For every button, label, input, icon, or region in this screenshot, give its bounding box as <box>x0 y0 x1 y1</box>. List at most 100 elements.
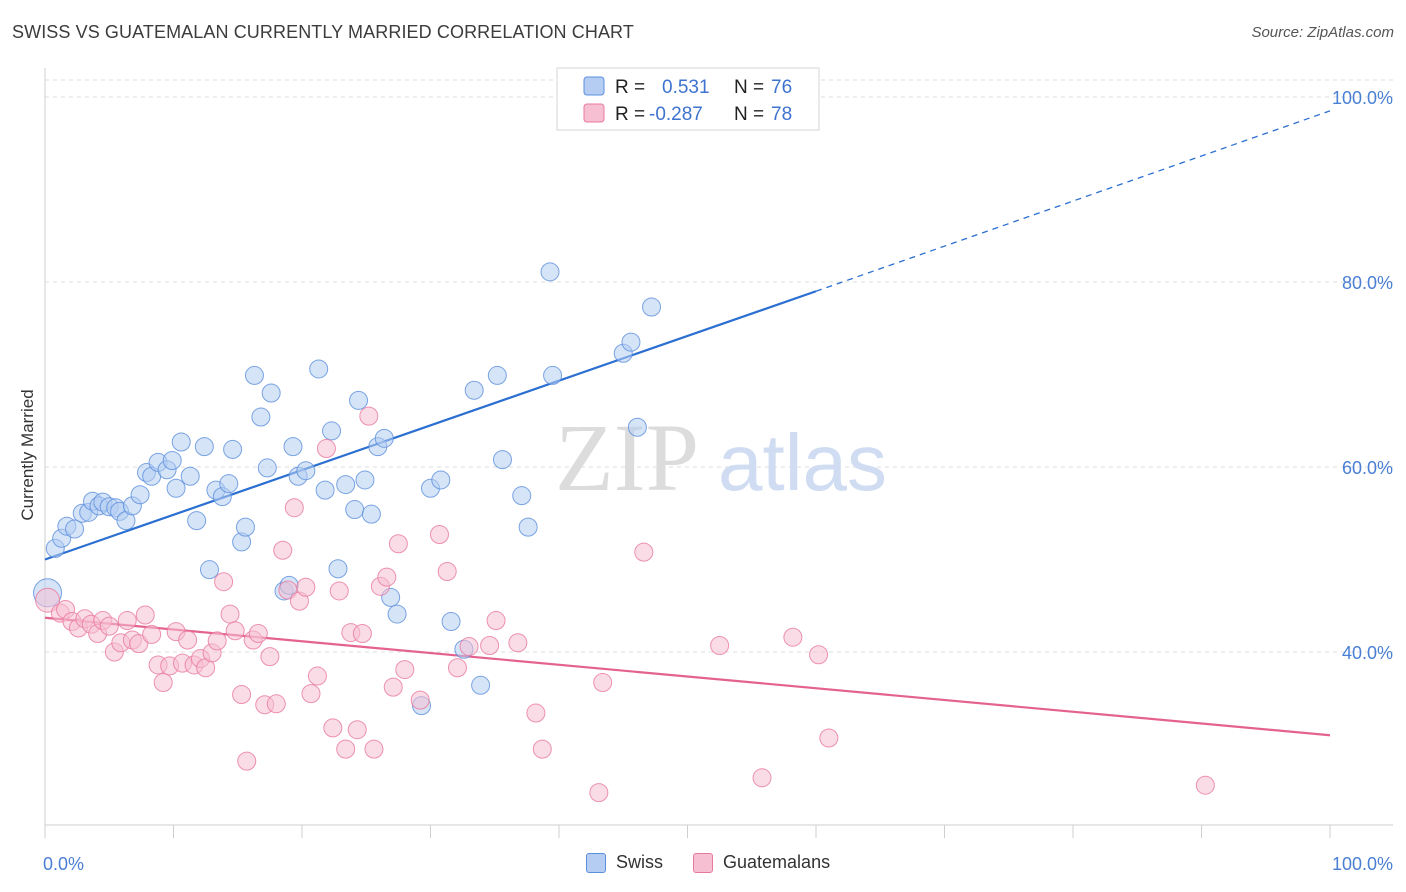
point-swiss <box>223 439 243 459</box>
point-swiss <box>315 480 335 500</box>
point-swiss <box>235 517 255 537</box>
chart-title: SWISS VS GUATEMALAN CURRENTLY MARRIED CO… <box>12 22 634 42</box>
point-swiss <box>187 511 207 531</box>
legend-r-label-swiss: R = <box>615 77 645 98</box>
point-swiss <box>162 451 182 471</box>
point-swiss <box>441 611 461 631</box>
x-tick-labels: 0.0% 100.0% <box>43 854 1393 874</box>
x-tick-label-max: 100.0% <box>1332 854 1393 874</box>
point-swiss <box>180 466 200 486</box>
legend-swatch-guatemalans <box>583 103 605 123</box>
trend-extension-swiss <box>815 110 1331 292</box>
series-legend-label-swiss: Swiss <box>616 852 664 872</box>
point-swiss <box>296 461 316 481</box>
series-legend-label-guatemalans: Guatemalans <box>723 852 831 872</box>
point-guatemalans <box>589 783 609 803</box>
point-guatemalans <box>142 624 162 644</box>
point-swiss <box>219 474 239 494</box>
point-swiss <box>540 262 560 282</box>
point-guatemalans <box>364 739 384 759</box>
point-swiss <box>166 478 186 498</box>
y-tick-label: 60.0% <box>1342 458 1393 478</box>
y-tick-label: 40.0% <box>1342 643 1393 663</box>
point-guatemalans <box>301 684 321 704</box>
point-guatemalans <box>117 611 137 631</box>
point-swiss <box>349 390 369 410</box>
gridlines <box>45 79 1393 653</box>
point-guatemalans <box>447 658 467 678</box>
point-swiss <box>328 559 348 579</box>
point-guatemalans <box>809 645 829 665</box>
point-guatemalans <box>316 439 336 458</box>
point-guatemalans <box>459 636 479 656</box>
legend-r-label-guatemalans: R = <box>615 104 645 125</box>
point-swiss <box>492 450 512 470</box>
point-swiss <box>345 500 365 520</box>
point-swiss <box>543 365 563 385</box>
point-guatemalans <box>395 660 415 680</box>
point-swiss <box>257 458 277 478</box>
point-guatemalans <box>232 685 252 705</box>
point-swiss <box>374 428 394 448</box>
point-guatemalans <box>273 540 293 560</box>
point-guatemalans <box>783 627 803 647</box>
point-guatemalans <box>383 677 403 697</box>
point-swiss <box>283 437 303 457</box>
point-guatemalans <box>752 768 772 788</box>
point-swiss <box>518 517 538 537</box>
point-swiss <box>387 604 407 624</box>
legend-n-value-swiss: 76 <box>771 77 792 98</box>
point-guatemalans <box>1195 775 1215 795</box>
point-swiss <box>251 407 271 427</box>
watermark: ZIP atlas <box>555 404 887 511</box>
point-swiss <box>336 475 356 495</box>
point-guatemalans <box>260 647 280 667</box>
legend-swatch-swiss <box>583 76 605 96</box>
point-swiss <box>355 470 375 490</box>
point-guatemalans <box>377 567 397 587</box>
point-swiss <box>464 380 484 400</box>
point-guatemalans <box>480 636 500 656</box>
point-guatemalans <box>266 694 286 714</box>
point-swiss <box>322 421 342 441</box>
point-guatemalans <box>634 542 654 562</box>
stats-legend: R = 0.531 N = 76 R = -0.287 N = 78 <box>556 67 820 131</box>
legend-n-value-guatemalans: 78 <box>771 104 792 125</box>
point-guatemalans <box>135 605 155 625</box>
point-swiss <box>627 417 647 437</box>
point-guatemalans <box>437 562 457 582</box>
point-swiss <box>361 504 381 524</box>
series-legend-guatemalans: Guatemalans <box>693 852 830 873</box>
axes <box>44 68 1393 838</box>
point-guatemalans <box>336 739 356 759</box>
series-legend-swatch-guatemalans <box>693 852 714 873</box>
y-tick-label: 100.0% <box>1332 88 1393 108</box>
point-guatemalans <box>359 406 379 426</box>
point-guatemalans <box>352 624 372 643</box>
series-legend-swiss: Swiss <box>586 852 663 873</box>
point-guatemalans <box>284 498 304 518</box>
point-swiss <box>309 359 329 379</box>
point-guatemalans <box>99 616 119 636</box>
legend-r-value-guatemalans: -0.287 <box>649 104 703 125</box>
legend-n-label-swiss: N = <box>734 77 764 98</box>
point-guatemalans <box>307 666 327 686</box>
point-guatemalans <box>220 604 240 624</box>
data-points <box>33 87 1215 803</box>
point-guatemalans <box>526 703 546 723</box>
watermark-atlas: atlas <box>718 418 887 507</box>
legend-r-value-swiss: 0.531 <box>662 77 710 98</box>
point-swiss <box>194 437 214 457</box>
legend-n-label-guatemalans: N = <box>734 104 764 125</box>
point-swiss <box>65 519 85 539</box>
point-guatemalans <box>429 525 449 545</box>
point-guatemalans <box>532 739 552 759</box>
point-guatemalans <box>323 718 343 738</box>
point-guatemalans <box>178 630 198 650</box>
point-swiss <box>642 297 662 317</box>
point-guatemalans <box>248 624 268 643</box>
point-swiss <box>621 332 641 352</box>
point-swiss <box>199 560 219 580</box>
y-tick-labels: 40.0% 60.0% 80.0% 100.0% <box>1332 88 1393 663</box>
